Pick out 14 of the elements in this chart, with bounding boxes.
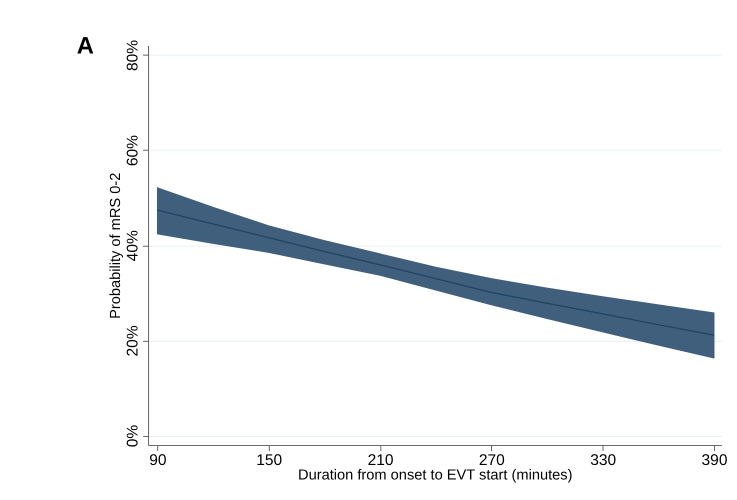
x-tick-label: 270 <box>478 452 506 469</box>
y-tick-label: 20% <box>124 325 142 356</box>
y-tick-label: 40% <box>124 230 142 262</box>
x-axis-title: Duration from onset to EVT start (minutes) <box>298 467 572 484</box>
text: A <box>76 32 94 60</box>
y-tick-label: 0% <box>124 424 142 448</box>
y-tick-label: 80% <box>124 40 142 72</box>
x-tick-label: 90 <box>149 452 167 469</box>
y-axis-title: Probability of mRS 0-2 <box>108 172 124 319</box>
x-tick-label: 330 <box>590 452 616 469</box>
x-tick-label: 150 <box>256 452 283 469</box>
x-tick-label: 390 <box>702 452 728 469</box>
x-tick-label: 210 <box>368 452 394 469</box>
y-tick-label: 60% <box>124 134 142 166</box>
